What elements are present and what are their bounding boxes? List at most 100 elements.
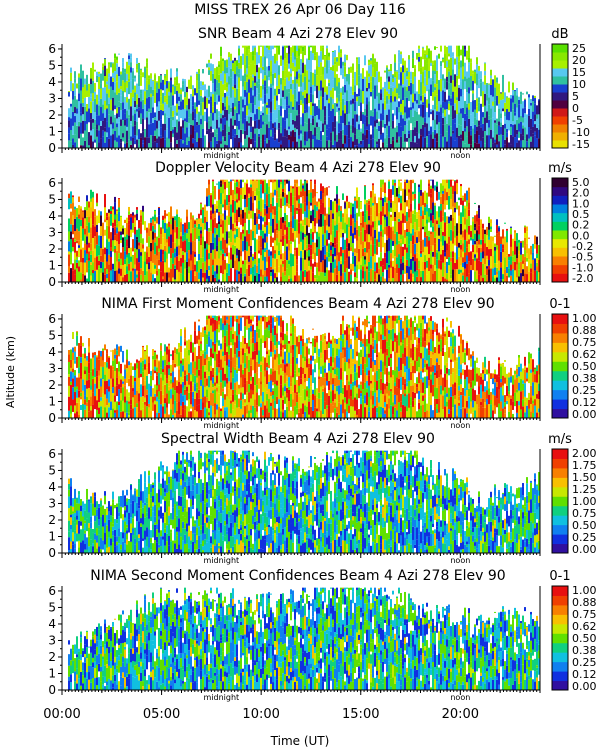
colorbar-label: 1.00	[572, 584, 597, 597]
y-tick-label: 6	[48, 447, 56, 461]
y-tick-label: 0	[48, 141, 56, 155]
colorbar-label: 0.50	[572, 519, 597, 532]
heatmap-field	[68, 450, 540, 553]
colorbar-label: 0.12	[572, 668, 597, 681]
colorbar-swatch	[552, 342, 568, 353]
colorbar-label: -5	[572, 114, 583, 127]
colorbar-swatch	[552, 524, 568, 535]
colorbar-swatch	[552, 68, 568, 77]
panel-title: Spectral Width Beam 4 Azi 278 Elev 90	[161, 431, 435, 447]
colorbar-swatch	[552, 361, 568, 372]
colorbar-frame	[551, 43, 569, 149]
colorbar-label: 0.88	[572, 596, 597, 609]
y-tick-label: 4	[48, 345, 56, 359]
colorbar-swatch	[552, 543, 568, 554]
colorbar-label: 0.5	[572, 208, 590, 221]
unit-label: 0-1	[549, 297, 570, 312]
y-tick-label: 2	[48, 108, 56, 122]
y-tick-label: 4	[48, 480, 56, 494]
unit-label: m/s	[548, 161, 572, 176]
colorbar-frame	[551, 313, 569, 419]
panel-2: Doppler Velocity Beam 4 Azi 278 Elev 90 m…	[48, 160, 593, 294]
colorbar-swatch	[552, 238, 568, 248]
colorbar-label: -15	[572, 138, 590, 151]
colorbar-swatch	[552, 380, 568, 391]
colorbar-label: 0.0	[572, 229, 590, 242]
colorbar-swatch	[552, 496, 568, 507]
unit-label: m/s	[548, 432, 572, 447]
colorbar-swatch	[552, 680, 568, 691]
colorbar-label: 0.75	[572, 507, 597, 520]
colorbar-label: 0.00	[572, 680, 597, 693]
colorbar-swatch	[552, 256, 568, 266]
colorbar-swatch	[552, 399, 568, 410]
colorbar-swatch	[552, 661, 568, 672]
colorbar: 0.000.120.250.380.500.620.750.881.00	[551, 312, 597, 421]
colorbar-label: 0.75	[572, 336, 597, 349]
y-tick-label: 4	[48, 209, 56, 223]
colorbar-label: 0.50	[572, 632, 597, 645]
colorbar-swatch	[552, 458, 568, 469]
colorbar-label: 0.00	[572, 543, 597, 556]
y-tick-label: 6	[48, 176, 56, 190]
panel-title: Doppler Velocity Beam 4 Azi 278 Elev 90	[155, 160, 441, 176]
colorbar-label: 0.62	[572, 620, 597, 633]
panel-3: NIMA First Moment Confidences Beam 4 Azi…	[48, 296, 596, 430]
noon-marker: noon	[450, 556, 470, 565]
colorbar-swatch	[552, 140, 568, 149]
y-tick-label: 6	[48, 42, 56, 56]
colorbar-swatch	[552, 586, 568, 596]
heatmap-field	[68, 45, 540, 148]
colorbar-swatch	[552, 92, 568, 101]
colorbar-frame	[551, 585, 569, 691]
colorbar-swatch	[552, 408, 568, 419]
colorbar-label: -2.0	[572, 272, 593, 285]
colorbar-swatch	[552, 84, 568, 93]
colorbar-label: 0.25	[572, 384, 597, 397]
colorbar-swatch	[552, 515, 568, 526]
colorbar-label: 1.00	[572, 312, 597, 325]
y-tick-label: 6	[48, 312, 56, 326]
colorbar-swatch	[552, 44, 568, 53]
y-tick-label: 5	[48, 600, 56, 614]
y-tick-label: 1	[48, 529, 56, 543]
colorbar-swatch	[552, 595, 568, 606]
colorbar-swatch	[552, 132, 568, 141]
colorbar-label: 2.0	[572, 187, 590, 200]
colorbar-swatch	[552, 370, 568, 381]
y-tick-label: 3	[48, 91, 56, 105]
colorbar-swatch	[552, 467, 568, 478]
colorbar-label: -0.5	[572, 251, 593, 264]
colorbar-swatch	[552, 264, 568, 274]
colorbar-label: 15	[572, 66, 586, 79]
x-tick-label: 15:00	[342, 707, 379, 722]
colorbar-label: 5	[572, 90, 579, 103]
colorbar-label: 1.00	[572, 495, 597, 508]
colorbar-swatch	[552, 642, 568, 653]
y-tick-label: 3	[48, 361, 56, 375]
y-tick-label: 0	[48, 275, 56, 289]
panel-title: NIMA First Moment Confidences Beam 4 Azi…	[101, 296, 494, 312]
colorbar-swatch	[552, 212, 568, 222]
colorbar-label: 0.50	[572, 360, 597, 373]
panel-title: SNR Beam 4 Azi 278 Elev 90	[198, 26, 398, 42]
colorbar-label: 5.0	[572, 176, 590, 189]
panel-5: NIMA Second Moment Confidences Beam 4 Az…	[48, 568, 596, 702]
y-tick-label: 2	[48, 242, 56, 256]
y-tick-label: 2	[48, 378, 56, 392]
panel-title: NIMA Second Moment Confidences Beam 4 Az…	[90, 568, 505, 584]
colorbar-swatch	[552, 195, 568, 205]
colorbar-swatch	[552, 221, 568, 231]
y-tick-label: 2	[48, 513, 56, 527]
colorbar-label: 1.50	[572, 471, 597, 484]
colorbar-label: 1.75	[572, 459, 597, 472]
colorbar-swatch	[552, 614, 568, 625]
colorbar-swatch	[552, 100, 568, 109]
colorbar-label: 0.12	[572, 396, 597, 409]
colorbar-swatch	[552, 389, 568, 400]
colorbar-label: 10	[572, 78, 586, 91]
colorbar: 0.000.120.250.380.500.620.750.881.00	[551, 584, 597, 693]
y-tick-label: 0	[48, 546, 56, 560]
colorbar-swatch	[552, 633, 568, 644]
